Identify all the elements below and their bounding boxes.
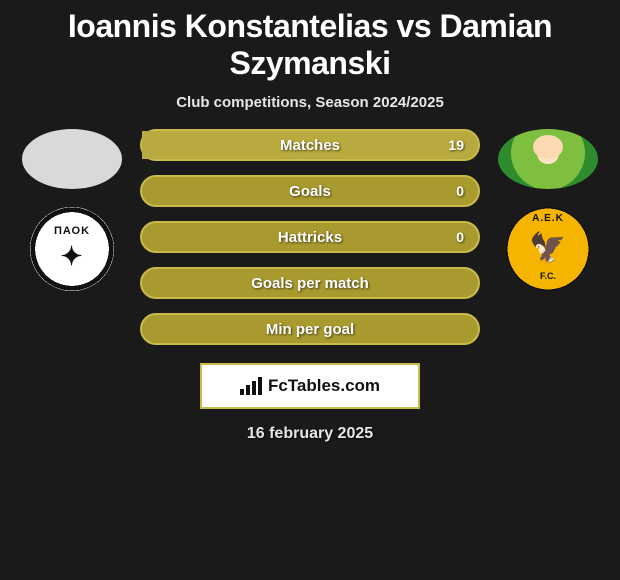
stat-bar-min-per-goal: Min per goal bbox=[140, 313, 480, 345]
stat-bar-hattricks: Hattricks 0 bbox=[140, 221, 480, 253]
right-side: Α.Ε.Κ 🦅 F.C. bbox=[498, 129, 598, 291]
right-club-badge: Α.Ε.Κ 🦅 F.C. bbox=[506, 207, 590, 291]
bar-label: Goals per match bbox=[251, 275, 369, 292]
subtitle: Club competitions, Season 2024/2025 bbox=[0, 94, 620, 111]
bar-right-value: 19 bbox=[448, 137, 464, 153]
bar-label: Goals bbox=[289, 183, 331, 200]
left-player-photo bbox=[22, 129, 122, 189]
stat-bars: Matches 19 Goals 0 Hattricks 0 Goals per… bbox=[140, 129, 480, 345]
page-title: Ioannis Konstantelias vs Damian Szymansk… bbox=[0, 0, 620, 86]
aek-eagle-icon: 🦅 bbox=[529, 231, 566, 266]
stat-bar-goals-per-match: Goals per match bbox=[140, 267, 480, 299]
stat-bar-goals: Goals 0 bbox=[140, 175, 480, 207]
brand-text: FcTables.com bbox=[268, 376, 380, 396]
bar-label: Min per goal bbox=[266, 321, 354, 338]
paok-eagle-icon: ✦ bbox=[61, 241, 84, 272]
left-club-badge: ΠΑΟΚ ✦ bbox=[30, 207, 114, 291]
brand-chart-icon bbox=[240, 377, 262, 395]
brand-box: FcTables.com bbox=[200, 363, 420, 409]
date-text: 16 february 2025 bbox=[0, 425, 620, 443]
left-side: ΠΑΟΚ ✦ bbox=[22, 129, 122, 291]
bar-label: Hattricks bbox=[278, 229, 342, 246]
comparison-container: ΠΑΟΚ ✦ Matches 19 Goals 0 Hattricks 0 Go… bbox=[0, 129, 620, 345]
stat-bar-matches: Matches 19 bbox=[140, 129, 480, 161]
right-club-text: Α.Ε.Κ bbox=[532, 213, 564, 224]
left-club-text: ΠΑΟΚ bbox=[54, 225, 90, 237]
right-club-fc: F.C. bbox=[540, 271, 556, 281]
bar-right-value: 0 bbox=[456, 183, 464, 199]
bar-right-value: 0 bbox=[456, 229, 464, 245]
right-player-photo bbox=[498, 129, 598, 189]
bar-label: Matches bbox=[280, 137, 340, 154]
